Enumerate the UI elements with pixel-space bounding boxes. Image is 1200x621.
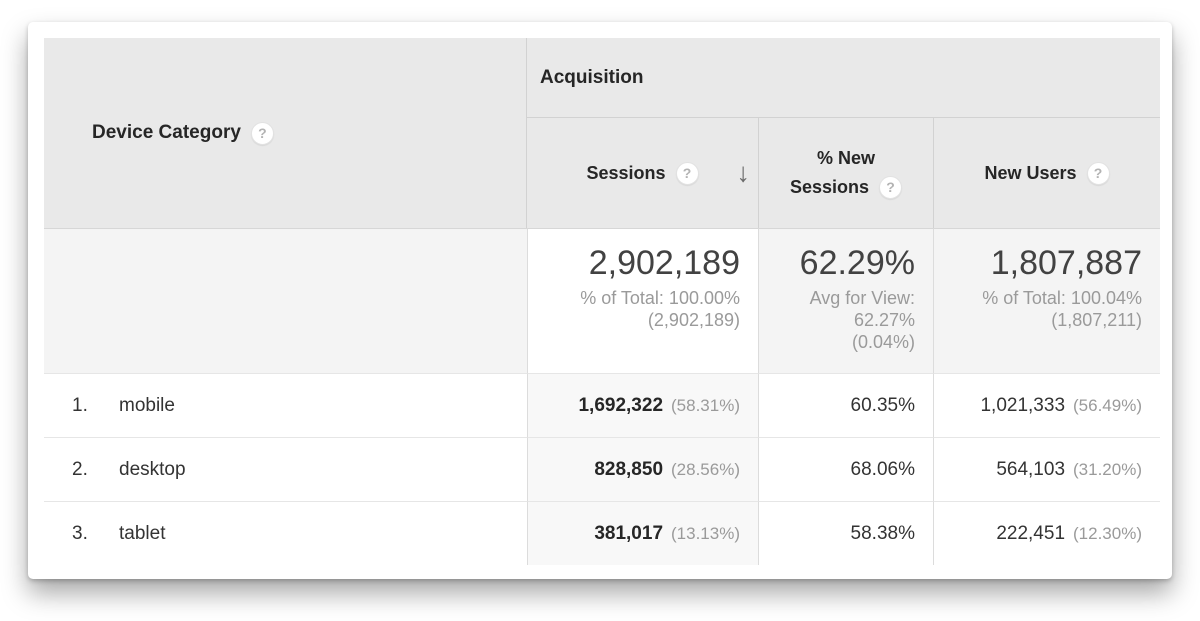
device-category-label: Device Category	[92, 122, 241, 143]
category-label: desktop	[119, 458, 186, 480]
new-users-total: 1,807,887	[990, 244, 1142, 282]
sessions-value: 828,850	[594, 458, 664, 480]
group-header-acquisition: Acquisition	[527, 38, 1160, 118]
tablet-sessions-cell: 381,017 (13.13%)	[527, 501, 758, 565]
new-sessions-avg-label: Avg for View:	[809, 288, 915, 308]
help-icon[interactable]: ?	[1086, 161, 1110, 185]
new-users-total-pct: % of Total: 100.04%	[982, 288, 1142, 308]
new-sessions-value: 60.35%	[850, 394, 915, 416]
new-users-percent: (31.20%)	[1073, 459, 1142, 479]
category-label: mobile	[119, 394, 175, 416]
summary-new-users-cell: 1,807,887 % of Total: 100.04% (1,807,211…	[933, 228, 1160, 373]
new-users-percent: (12.30%)	[1073, 523, 1142, 543]
column-header-device-category[interactable]: Device Category ?	[44, 38, 527, 228]
sort-descending-icon[interactable]: ↓	[736, 157, 751, 188]
new-sessions-avg-value: 62.27%	[853, 310, 915, 330]
sessions-label: Sessions	[586, 162, 666, 183]
new-sessions-avg: 62.29%	[799, 244, 915, 282]
tablet-new-sessions-cell: 58.38%	[758, 501, 933, 565]
help-icon[interactable]: ?	[250, 121, 274, 145]
table-row-mobile-category: 1. mobile	[44, 373, 527, 437]
summary-new-sessions-cell: 62.29% Avg for View: 62.27% (0.04%)	[758, 228, 933, 373]
category-label: tablet	[119, 522, 166, 544]
new-users-label: New Users	[984, 162, 1077, 183]
mobile-new-sessions-cell: 60.35%	[758, 373, 933, 437]
sessions-percent: (13.13%)	[671, 523, 740, 543]
summary-sessions-cell: 2,902,189 % of Total: 100.00% (2,902,189…	[527, 228, 758, 373]
sessions-total-pct: % of Total: 100.00%	[580, 288, 740, 308]
desktop-new-users-cell: 564,103 (31.20%)	[933, 437, 1160, 501]
mobile-new-users-cell: 1,021,333 (56.49%)	[933, 373, 1160, 437]
column-header-new-users[interactable]: New Users ?	[933, 118, 1160, 228]
new-users-percent: (56.49%)	[1073, 395, 1142, 415]
new-sessions-label-line2: Sessions	[789, 177, 870, 197]
report-card: Device Category ? Acquisition Sessions ?…	[28, 22, 1172, 579]
row-rank: 3.	[72, 522, 88, 544]
table-row-tablet-category: 3. tablet	[44, 501, 527, 565]
new-sessions-value: 58.38%	[850, 522, 915, 544]
sessions-percent: (28.56%)	[671, 459, 740, 479]
summary-dimension-cell	[44, 228, 527, 373]
new-users-value: 564,103	[996, 458, 1066, 480]
table-row-desktop-category: 2. desktop	[44, 437, 527, 501]
tablet-new-users-cell: 222,451 (12.30%)	[933, 501, 1160, 565]
row-rank: 1.	[72, 394, 88, 416]
device-category-table: Device Category ? Acquisition Sessions ?…	[44, 38, 1160, 565]
sessions-total-raw: (2,902,189)	[647, 310, 740, 330]
row-rank: 2.	[72, 458, 88, 480]
mobile-sessions-cell: 1,692,322 (58.31%)	[527, 373, 758, 437]
new-users-value: 1,021,333	[980, 394, 1066, 416]
desktop-new-sessions-cell: 68.06%	[758, 437, 933, 501]
help-icon[interactable]: ?	[675, 161, 699, 185]
new-users-value: 222,451	[996, 522, 1066, 544]
sessions-value: 381,017	[594, 522, 664, 544]
new-sessions-avg-delta: (0.04%)	[851, 332, 915, 352]
new-users-total-raw: (1,807,211)	[1051, 310, 1142, 330]
sessions-total: 2,902,189	[588, 244, 740, 282]
new-sessions-value: 68.06%	[850, 458, 915, 480]
help-icon[interactable]: ?	[879, 176, 903, 199]
column-header-sessions[interactable]: Sessions ? ↓	[527, 118, 758, 228]
sessions-percent: (58.31%)	[671, 395, 740, 415]
new-sessions-label-line1: % New	[816, 148, 876, 168]
acquisition-label: Acquisition	[540, 66, 644, 88]
column-header-new-sessions[interactable]: % New Sessions ?	[758, 118, 933, 228]
desktop-sessions-cell: 828,850 (28.56%)	[527, 437, 758, 501]
sessions-value: 1,692,322	[578, 394, 664, 416]
